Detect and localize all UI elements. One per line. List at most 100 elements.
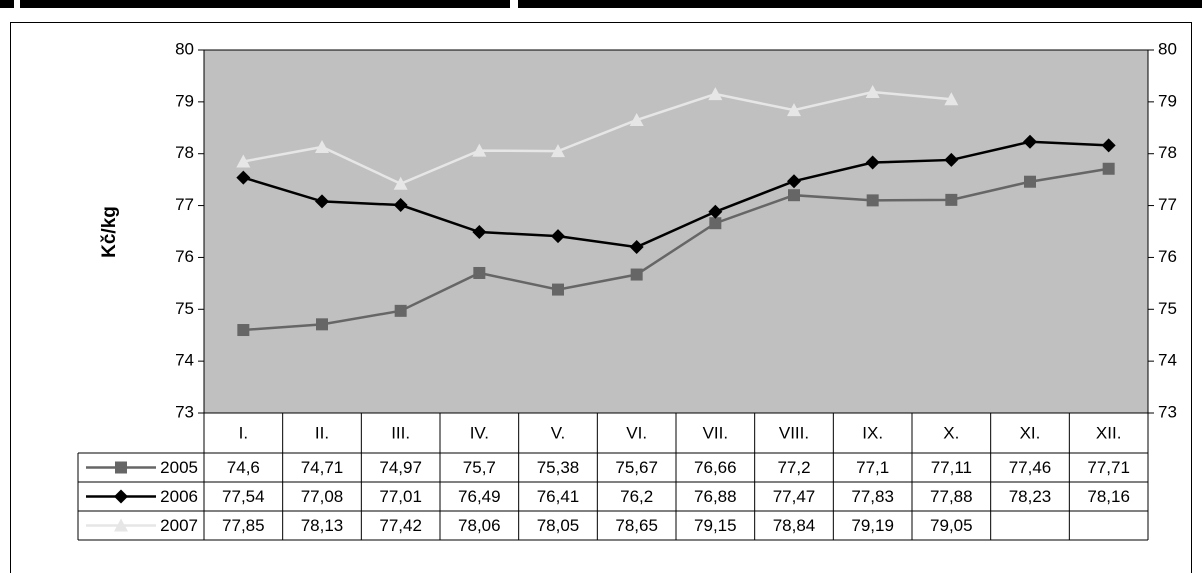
y2-tick-label: 80 xyxy=(1158,39,1177,58)
table-value: 76,41 xyxy=(537,487,580,506)
table-value: 79,15 xyxy=(694,516,737,535)
legend-label: 2007 xyxy=(160,516,198,535)
x-tick-label: IX. xyxy=(862,423,883,442)
marker xyxy=(629,113,644,127)
marker xyxy=(945,193,958,206)
x-tick-label: I. xyxy=(239,423,248,442)
marker xyxy=(393,176,408,190)
table-value: 76,66 xyxy=(694,458,737,477)
x-tick-label: V. xyxy=(551,423,566,442)
marker xyxy=(788,189,800,202)
marker xyxy=(114,489,128,504)
marker xyxy=(551,144,565,158)
y2-tick-label: 79 xyxy=(1158,91,1177,110)
marker xyxy=(630,268,643,281)
table-value: 77,01 xyxy=(379,487,422,506)
marker xyxy=(865,155,880,170)
x-tick-label: VIII. xyxy=(779,423,809,442)
y-tick-label: 76 xyxy=(175,247,194,266)
table-value: 75,38 xyxy=(537,458,580,477)
table-value: 78,65 xyxy=(615,516,658,535)
y-tick-label: 78 xyxy=(175,143,194,162)
marker xyxy=(551,229,565,244)
y-tick-label: 77 xyxy=(175,195,194,214)
table-value: 77,88 xyxy=(930,487,973,506)
marker xyxy=(393,198,408,213)
header-bar xyxy=(20,0,510,8)
y2-tick-label: 78 xyxy=(1158,143,1177,162)
marker xyxy=(237,324,250,337)
marker xyxy=(708,204,723,219)
marker xyxy=(944,92,959,106)
marker xyxy=(472,143,487,157)
marker xyxy=(115,461,127,474)
y-tick-label: 75 xyxy=(175,299,194,318)
marker xyxy=(552,283,564,296)
x-tick-label: VII. xyxy=(703,423,729,442)
table-value: 77,11 xyxy=(931,458,972,477)
header-bar xyxy=(518,0,1202,8)
table-value: 76,88 xyxy=(694,487,737,506)
table-value: 74,71 xyxy=(301,458,344,477)
x-tick-label: II. xyxy=(315,423,329,442)
marker xyxy=(1101,138,1116,153)
table-value: 77,54 xyxy=(222,487,265,506)
table-value: 78,84 xyxy=(773,516,816,535)
y2-tick-label: 75 xyxy=(1158,299,1177,318)
marker xyxy=(236,154,251,168)
series-line xyxy=(242,140,1109,249)
table-value: 78,06 xyxy=(458,516,501,535)
marker xyxy=(472,225,487,240)
legend-label: 2005 xyxy=(160,458,198,477)
table-value: 77,71 xyxy=(1087,458,1130,477)
marker xyxy=(114,518,128,532)
marker xyxy=(709,217,722,230)
header-bar xyxy=(0,0,14,8)
y2-tick-label: 73 xyxy=(1158,402,1177,421)
table-value: 79,19 xyxy=(851,516,894,535)
table-value: 77,1 xyxy=(856,458,889,477)
series-line xyxy=(243,90,952,186)
x-tick-label: VI. xyxy=(626,423,647,442)
marker xyxy=(787,103,801,117)
table-value: 78,05 xyxy=(537,516,580,535)
marker xyxy=(315,139,329,153)
marker xyxy=(1102,162,1115,175)
marker xyxy=(236,170,251,185)
marker xyxy=(1024,175,1036,188)
y-tick-label: 79 xyxy=(175,91,194,110)
x-tick-label: XI. xyxy=(1020,423,1041,442)
table-value: 77,83 xyxy=(851,487,894,506)
marker xyxy=(1023,134,1037,149)
x-tick-label: IV. xyxy=(470,423,489,442)
marker xyxy=(708,87,723,101)
marker xyxy=(473,266,486,279)
table-value: 76,2 xyxy=(620,487,653,506)
table-value: 77,85 xyxy=(222,516,265,535)
table-value: 77,08 xyxy=(301,487,344,506)
marker xyxy=(315,194,329,209)
table-value: 76,49 xyxy=(458,487,501,506)
marker xyxy=(866,194,879,207)
marker xyxy=(944,152,959,167)
series-line xyxy=(243,167,1109,332)
table-value: 78,16 xyxy=(1087,487,1130,506)
y-tick-label: 74 xyxy=(175,351,194,370)
table-value: 74,97 xyxy=(379,458,422,477)
table-value: 75,67 xyxy=(615,458,658,477)
marker xyxy=(629,240,644,255)
y2-tick-label: 74 xyxy=(1158,351,1177,370)
marker xyxy=(394,304,407,317)
y-tick-label: 73 xyxy=(175,402,194,421)
table-value: 79,05 xyxy=(930,516,973,535)
y2-tick-label: 76 xyxy=(1158,247,1177,266)
table-value: 77,2 xyxy=(777,458,810,477)
table-value: 77,46 xyxy=(1009,458,1052,477)
marker xyxy=(316,318,328,331)
table-value: 77,47 xyxy=(773,487,816,506)
x-tick-label: XII. xyxy=(1096,423,1122,442)
y-axis-label: Kč/kg xyxy=(99,206,120,258)
x-tick-label: X. xyxy=(943,423,959,442)
x-tick-label: III. xyxy=(391,423,410,442)
